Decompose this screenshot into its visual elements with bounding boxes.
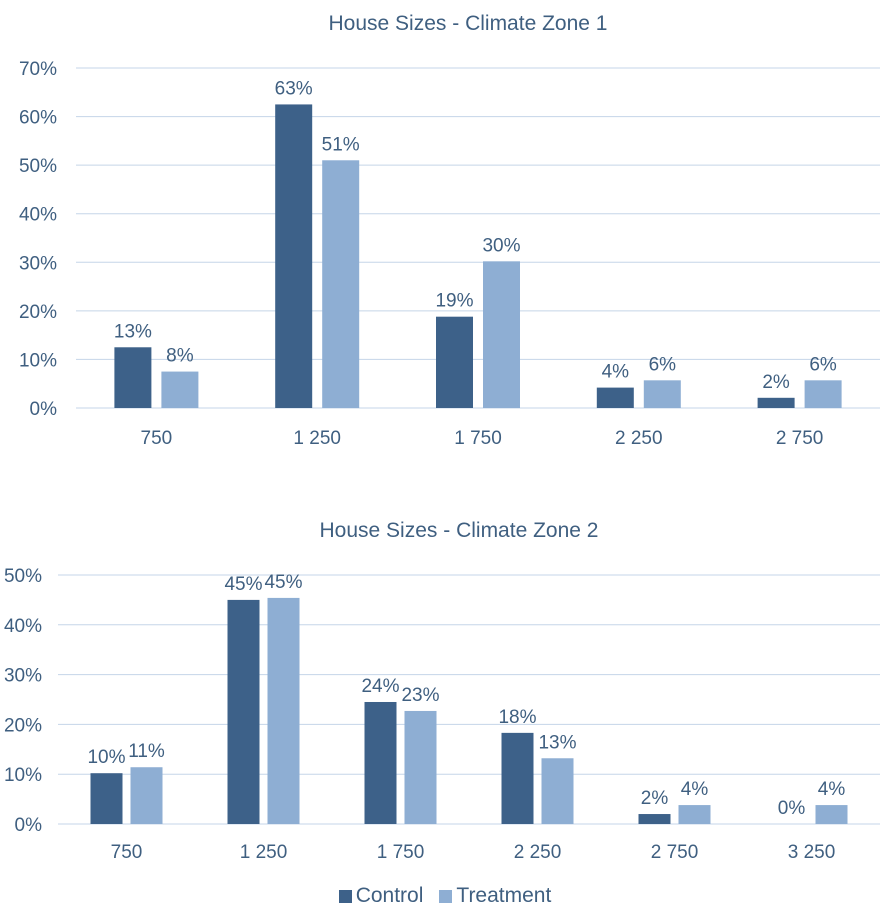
x-tick-1-1: 1 250	[293, 428, 341, 449]
y-tick-2-0: 0%	[15, 815, 43, 836]
chart-title-1: House Sizes - Climate Zone 1	[329, 12, 608, 35]
legend-item-control: Control	[338, 884, 424, 908]
y-tick-1-1: 10%	[19, 350, 57, 371]
data-label-2-control-1: 45%	[224, 574, 262, 595]
y-tick-1-7: 70%	[19, 59, 57, 80]
x-tick-1-0: 750	[141, 428, 173, 449]
legend-item-treatment: Treatment	[439, 884, 551, 908]
legend: Control Treatment	[0, 884, 890, 908]
bar-2-treatment-0	[130, 767, 163, 824]
bar-2-control-3	[501, 732, 534, 824]
y-tick-1-2: 20%	[19, 302, 57, 323]
x-tick-2-5: 3 250	[788, 842, 836, 863]
bar-2-control-1	[227, 599, 260, 824]
data-label-2-control-4: 2%	[641, 788, 669, 809]
y-tick-1-0: 0%	[30, 399, 58, 420]
y-tick-1-6: 60%	[19, 108, 57, 129]
x-tick-2-1: 1 250	[240, 842, 288, 863]
y-tick-2-5: 50%	[4, 566, 42, 587]
bar-1-control-3	[596, 387, 634, 408]
legend-label-treatment: Treatment	[456, 884, 552, 907]
data-label-1-treatment-2: 30%	[482, 235, 520, 256]
bar-2-treatment-1	[267, 597, 300, 824]
bar-1-treatment-2	[483, 261, 520, 408]
charts-canvas: House Sizes - Climate Zone 1 0% 10% 20% 30% 4…	[4, 12, 880, 863]
data-label-2-control-5: 0%	[778, 798, 806, 819]
data-label-1-control-4: 2%	[762, 372, 790, 393]
bar-1-treatment-3	[643, 380, 681, 408]
data-label-2-control-0: 10%	[87, 747, 125, 768]
bar-1-treatment-4	[804, 380, 842, 408]
data-label-2-control-2: 24%	[361, 676, 399, 697]
bar-2-treatment-2	[404, 710, 437, 824]
y-tick-2-4: 40%	[4, 616, 42, 637]
bar-1-control-4	[757, 397, 795, 408]
x-tick-2-3: 2 250	[514, 842, 562, 863]
data-label-2-treatment-3: 13%	[538, 732, 576, 753]
x-tick-2-0: 750	[111, 842, 143, 863]
x-tick-1-2: 1 750	[454, 428, 502, 449]
y-tick-2-3: 30%	[4, 666, 42, 687]
data-label-2-treatment-2: 23%	[401, 685, 439, 706]
chart-title-2: House Sizes - Climate Zone 2	[320, 519, 599, 542]
data-label-1-control-2: 19%	[435, 291, 473, 312]
y-tick-1-4: 40%	[19, 205, 57, 226]
x-tick-1-3: 2 250	[615, 428, 663, 449]
data-label-1-control-1: 63%	[275, 78, 313, 99]
bar-1-treatment-1	[322, 160, 360, 408]
data-label-1-control-3: 4%	[602, 362, 630, 383]
data-label-1-treatment-0: 8%	[166, 346, 194, 367]
y-tick-2-2: 20%	[4, 715, 42, 736]
legend-swatch-treatment	[439, 889, 453, 903]
y-tick-1-3: 30%	[19, 253, 57, 274]
bar-2-treatment-5	[815, 805, 848, 824]
y-tick-1-5: 50%	[19, 156, 57, 177]
bar-1-control-2	[436, 316, 473, 408]
data-label-2-control-3: 18%	[498, 707, 536, 728]
legend-swatch-control	[338, 889, 352, 903]
x-tick-1-4: 2 750	[776, 428, 824, 449]
data-label-1-control-0: 13%	[114, 321, 152, 342]
bar-2-control-0	[90, 773, 123, 824]
data-label-2-treatment-0: 11%	[128, 741, 165, 762]
bar-1-treatment-0	[161, 371, 199, 408]
data-label-1-treatment-4: 6%	[809, 354, 837, 375]
bar-1-control-1	[275, 104, 313, 408]
x-tick-2-2: 1 750	[377, 842, 425, 863]
data-label-2-treatment-5: 4%	[818, 779, 846, 800]
data-label-2-treatment-4: 4%	[681, 779, 709, 800]
data-label-1-treatment-3: 6%	[649, 354, 677, 375]
data-label-2-treatment-1: 45%	[264, 572, 302, 593]
data-label-1-treatment-1: 51%	[322, 134, 360, 155]
legend-label-control: Control	[355, 884, 424, 907]
x-tick-2-4: 2 750	[651, 842, 699, 863]
bar-2-treatment-4	[678, 805, 711, 824]
y-tick-2-1: 10%	[4, 765, 42, 786]
bar-1-control-0	[114, 347, 152, 408]
bar-2-treatment-3	[541, 758, 574, 824]
bar-2-control-2	[364, 701, 397, 824]
bar-2-control-4	[638, 814, 671, 824]
